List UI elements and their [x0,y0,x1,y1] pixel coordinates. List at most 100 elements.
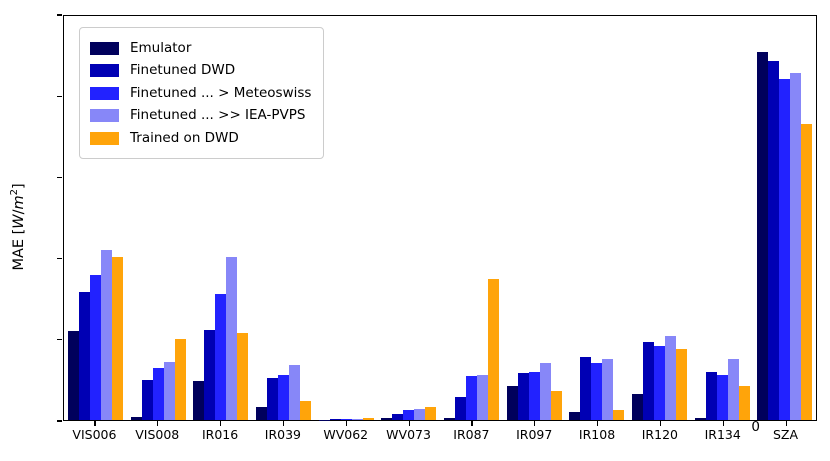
legend-label: Finetuned DWD [130,62,236,78]
bar [204,329,216,420]
bar [487,279,499,420]
bar [226,256,238,420]
x-tick-slot: WV062 [314,421,377,451]
x-tick-label-ir016: IR016 [201,427,239,442]
x-tick-mark [785,421,787,426]
legend-swatch [90,109,119,123]
bar-group-wv073 [377,16,440,420]
bar [163,361,175,420]
x-tick-slot: IR134 [691,421,754,451]
x-tick-slot: IR039 [251,421,314,451]
x-tick-mark [408,421,410,426]
y-tick-mark [57,420,62,422]
bar [716,374,728,420]
bar [443,417,455,420]
y-tick-mark [57,339,62,341]
x-tick-slot: VIS006 [63,421,126,451]
bar [193,381,205,420]
bar [580,356,592,420]
legend-item: Emulator [90,37,311,60]
plot-area: Emulator Finetuned DWD Finetuned ... > Met… [63,15,817,421]
legend: Emulator Finetuned DWD Finetuned ... > Met… [79,27,325,159]
bar [215,293,227,420]
bar [569,411,581,420]
bar-group-sza [753,16,816,420]
bar-group-vis006 [64,16,127,420]
bar-group-ir087 [440,16,503,420]
bar [653,345,665,420]
bar [705,371,717,420]
x-tick-slot: VIS008 [126,421,189,451]
x-tick-mark [345,421,347,426]
bar-group-ir108 [565,16,628,420]
bar [255,407,267,420]
y-axis-label: MAE [W/m2] [9,183,27,271]
legend-item: Finetuned ... >> IEA-PVPS [90,105,311,128]
bar [779,79,791,420]
x-tick-mark [471,421,473,426]
bar [454,397,466,420]
x-tick-mark [534,421,536,426]
bar [141,379,153,420]
bar [67,331,79,420]
bar [266,377,278,420]
x-tick-slot: WV073 [377,421,440,451]
bar [476,374,488,420]
bar [78,292,90,420]
bar [362,417,374,420]
bar [130,416,142,420]
bar [539,363,551,420]
x-axis-ticks: VIS006 VIS008 IR016 IR039 WV062 WV073 IR087 IR0… [63,421,817,451]
x-tick-label-ir120: IR120 [641,427,678,442]
x-tick-slot: IR097 [503,421,566,451]
bar [550,390,562,420]
y-tick-mark [57,95,62,97]
x-tick-slot: IR087 [440,421,503,451]
legend-item: Finetuned DWD [90,60,311,83]
x-tick-label-sza: SZA [772,427,799,442]
bar [675,348,687,420]
x-tick-label-ir097: IR097 [516,427,553,442]
bar-groups [64,16,816,420]
bar [111,256,123,420]
bar [591,363,603,420]
bar [631,394,643,420]
bar [174,339,186,420]
bar-group-wv062 [315,16,378,420]
bar [299,400,311,420]
x-tick-label-wv073: WV073 [386,427,431,442]
bar [642,342,654,420]
bar [506,386,518,420]
y-tick-mark [57,14,62,16]
x-tick-label-wv062: WV062 [323,427,369,442]
x-tick-slot: IR016 [189,421,252,451]
x-tick-mark [94,421,96,426]
legend-swatch [90,86,119,100]
y-tick-mark [57,176,62,178]
bar [152,368,164,420]
x-tick-label-vis006: VIS006 [72,427,117,442]
x-tick-mark [722,421,724,426]
x-tick-slot: SZA [754,421,817,451]
bar [727,358,739,420]
bar-group-vis008 [127,16,190,420]
x-tick-mark [659,421,662,426]
legend-label: Finetuned ... >> IEA-PVPS [130,107,306,123]
x-tick-label-ir087: IR087 [453,427,490,442]
bar [288,365,300,420]
x-tick-slot: IR108 [566,421,629,451]
legend-label: Trained on DWD [130,129,239,146]
x-tick-label-ir134: IR134 [704,427,741,442]
bar [351,418,363,420]
legend-swatch [90,41,119,55]
legend-label: Emulator [130,39,192,56]
bar [517,373,529,420]
legend-swatch [90,131,119,145]
bar [381,418,393,420]
bar [392,413,404,420]
bar [528,371,540,420]
bar [465,376,477,420]
y-tick-mark [57,258,62,260]
x-tick-mark [220,421,222,426]
